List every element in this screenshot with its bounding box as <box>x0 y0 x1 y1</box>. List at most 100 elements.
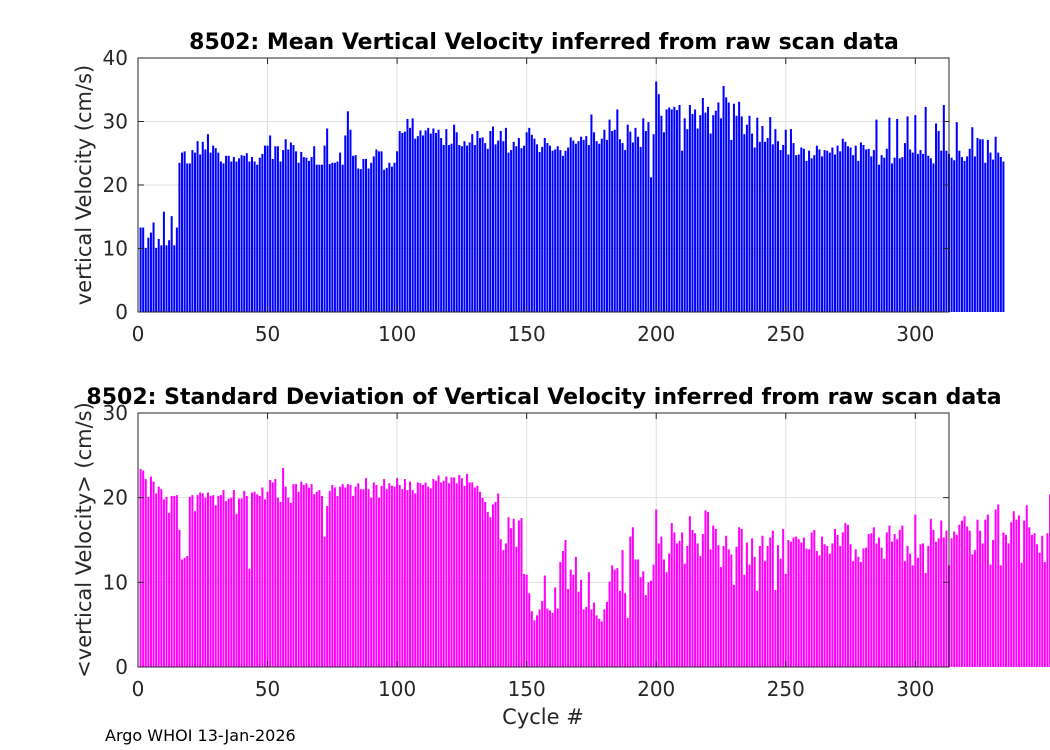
std-bar-344 <box>1028 527 1031 667</box>
std-bar-312 <box>945 530 948 667</box>
std-bar-104 <box>406 490 409 667</box>
std-bar-210 <box>681 532 684 667</box>
mean-bar-325 <box>979 139 982 312</box>
std-bar-346 <box>1033 533 1036 667</box>
std-bar-119 <box>445 476 448 667</box>
std-bar-91 <box>372 482 375 667</box>
std-bar-37 <box>232 490 235 667</box>
mean-bar-101 <box>398 131 401 312</box>
mean-bar-174 <box>587 145 590 312</box>
std-bar-56 <box>282 468 285 667</box>
std-bar-223 <box>714 528 717 667</box>
std-bar-275 <box>849 544 852 667</box>
std-bar-302 <box>919 544 922 667</box>
std-bar-39 <box>238 498 241 667</box>
mean-bar-58 <box>287 149 290 312</box>
std-bar-281 <box>865 547 868 667</box>
std-bar-2 <box>142 470 145 667</box>
std-bar-254 <box>795 536 798 667</box>
std-bar-61 <box>295 484 298 667</box>
mean-bar-161 <box>554 149 557 312</box>
std-bar-199 <box>652 564 655 667</box>
std-bar-147 <box>517 520 520 667</box>
mean-bar-202 <box>660 115 663 312</box>
mean-bar-302 <box>919 150 922 312</box>
std-bar-173 <box>585 606 588 667</box>
mean-bar-62 <box>297 162 300 312</box>
mean-bar-68 <box>313 146 316 312</box>
std-bar-295 <box>901 525 904 667</box>
std-bar-133 <box>481 497 484 667</box>
std-bar-249 <box>782 528 785 667</box>
std-bar-77 <box>336 495 339 667</box>
mean-bar-214 <box>691 113 694 312</box>
mean-bar-159 <box>548 145 551 312</box>
mean-bar-133 <box>481 137 484 313</box>
std-bar-128 <box>468 482 471 667</box>
std-bar-322 <box>971 554 974 667</box>
mean-bar-11 <box>165 245 168 312</box>
mean-velocity-ticks: 0 50 100 150 200 250 300 0 10 20 30 40 <box>103 46 949 346</box>
std-bar-225 <box>719 567 722 667</box>
std-bar-335 <box>1004 534 1008 667</box>
std-bar-84 <box>354 486 357 667</box>
mean-bar-83 <box>352 155 355 312</box>
std-ytick-label-20: 20 <box>103 486 128 510</box>
std-bar-168 <box>572 574 575 667</box>
mean-bar-9 <box>160 245 163 312</box>
mean-bar-74 <box>328 164 331 312</box>
mean-bar-16 <box>178 162 181 312</box>
mean-bar-69 <box>315 164 318 312</box>
std-bar-231 <box>735 546 738 667</box>
std-bar-248 <box>779 558 782 667</box>
mean-bar-306 <box>929 158 932 312</box>
std-bar-265 <box>823 544 826 667</box>
mean-bar-105 <box>409 127 412 312</box>
mean-bar-275 <box>849 147 852 312</box>
mean-bar-246 <box>774 129 777 312</box>
std-bar-228 <box>727 549 730 667</box>
std-bar-42 <box>245 495 248 667</box>
std-xtick-label-300: 300 <box>896 677 934 701</box>
std-bar-339 <box>1015 519 1018 667</box>
std-bar-191 <box>631 527 634 667</box>
mean-bar-71 <box>320 164 323 312</box>
std-bar-251 <box>787 540 790 667</box>
mean-bar-8 <box>157 238 160 312</box>
mean-xtick-label-100: 100 <box>378 322 416 346</box>
std-bar-83 <box>352 495 355 667</box>
mean-bar-208 <box>675 110 678 312</box>
mean-bar-24 <box>199 154 202 312</box>
std-bar-40 <box>240 498 243 667</box>
std-bar-305 <box>927 545 930 667</box>
std-bar-115 <box>434 480 437 667</box>
mean-bar-266 <box>826 150 829 312</box>
mean-bar-201 <box>657 94 660 312</box>
mean-bar-113 <box>429 133 432 312</box>
mean-bar-81 <box>346 111 349 312</box>
mean-bar-229 <box>730 139 733 312</box>
std-bar-149 <box>523 573 526 667</box>
std-bar-55 <box>279 501 282 667</box>
mean-bar-94 <box>380 151 383 312</box>
std-bar-38 <box>235 513 238 667</box>
std-bar-195 <box>642 571 645 667</box>
std-bar-172 <box>582 609 585 667</box>
std-bar-106 <box>411 490 414 667</box>
std-bar-33 <box>222 490 225 667</box>
std-bar-213 <box>688 516 691 667</box>
std-bar-261 <box>813 529 816 667</box>
mean-bar-57 <box>284 139 287 312</box>
std-bar-76 <box>333 487 336 667</box>
std-bar-118 <box>442 480 445 667</box>
mean-bar-308 <box>935 123 938 312</box>
std-bar-80 <box>344 487 347 667</box>
mean-bar-4 <box>147 237 150 312</box>
mean-bar-70 <box>318 164 321 312</box>
mean-bar-203 <box>662 132 665 312</box>
mean-bar-314 <box>950 157 953 312</box>
std-bar-333 <box>999 565 1002 667</box>
mean-bar-304 <box>924 106 927 313</box>
std-bar-140 <box>499 539 502 667</box>
std-bar-341 <box>1020 562 1023 667</box>
